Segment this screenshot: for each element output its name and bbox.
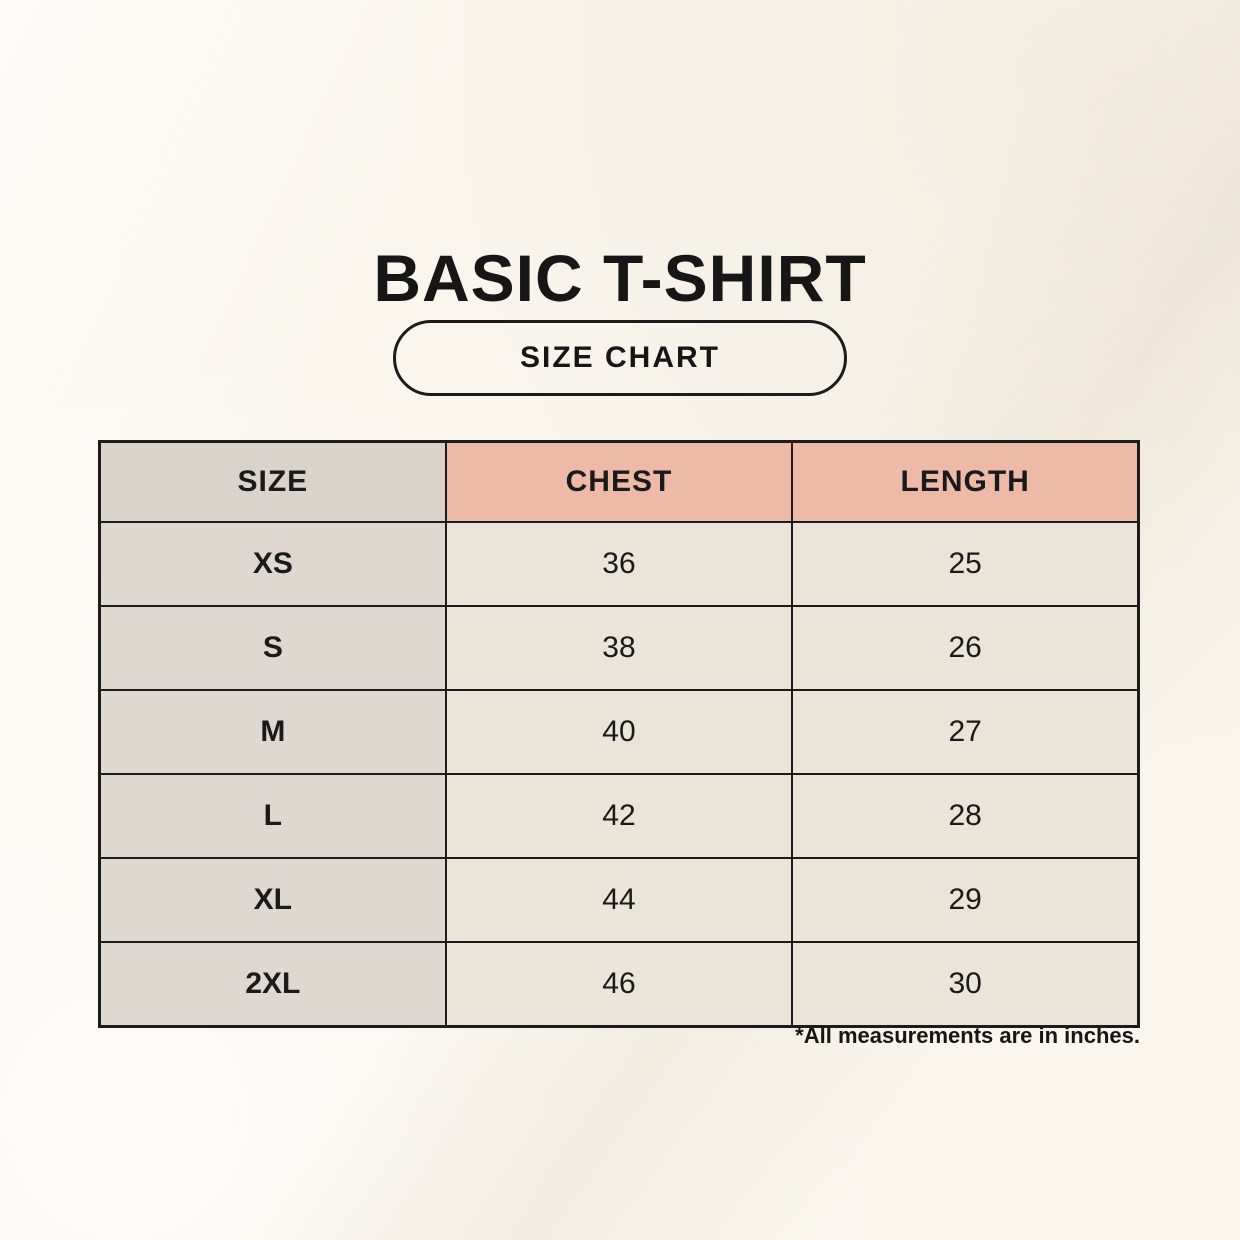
- length-cell: 26: [791, 605, 1140, 691]
- chest-cell: 44: [444, 857, 794, 943]
- measurements-footnote: *All measurements are in inches.: [795, 1023, 1140, 1048]
- size-chart-badge-label: SIZE CHART: [520, 341, 720, 374]
- size-cell: 2XL: [98, 941, 447, 1028]
- length-cell: 25: [791, 521, 1140, 607]
- length-cell: 30: [791, 941, 1140, 1028]
- length-cell: 27: [791, 689, 1140, 775]
- size-cell: M: [98, 689, 447, 775]
- chest-cell: 40: [444, 689, 794, 775]
- header-row: SIZE CHEST LENGTH: [98, 440, 1140, 523]
- chest-cell: 46: [444, 941, 794, 1028]
- size-cell: XS: [98, 521, 447, 607]
- chest-cell: 36: [444, 521, 794, 607]
- column-header-chest: CHEST: [444, 440, 794, 523]
- length-cell: 29: [791, 857, 1140, 943]
- table-row: S 38 26: [98, 605, 1140, 691]
- table-row: M 40 27: [98, 689, 1140, 775]
- page-title: BASIC T-SHIRT: [373, 241, 867, 316]
- size-chart-badge[interactable]: SIZE CHART: [393, 320, 847, 396]
- size-cell: L: [98, 773, 447, 859]
- size-cell: S: [98, 605, 447, 691]
- table-row: 2XL 46 30: [98, 941, 1140, 1028]
- length-cell: 28: [791, 773, 1140, 859]
- column-header-size: SIZE: [98, 440, 447, 523]
- table-row: L 42 28: [98, 773, 1140, 859]
- table-row: XS 36 25: [98, 521, 1140, 607]
- chest-cell: 42: [444, 773, 794, 859]
- chest-cell: 38: [444, 605, 794, 691]
- size-cell: XL: [98, 857, 447, 943]
- column-header-length: LENGTH: [791, 440, 1140, 523]
- table-row: XL 44 29: [98, 857, 1140, 943]
- size-chart-table: SIZE CHEST LENGTH XS 36 25 S 38 26 M 40 …: [98, 440, 1140, 1028]
